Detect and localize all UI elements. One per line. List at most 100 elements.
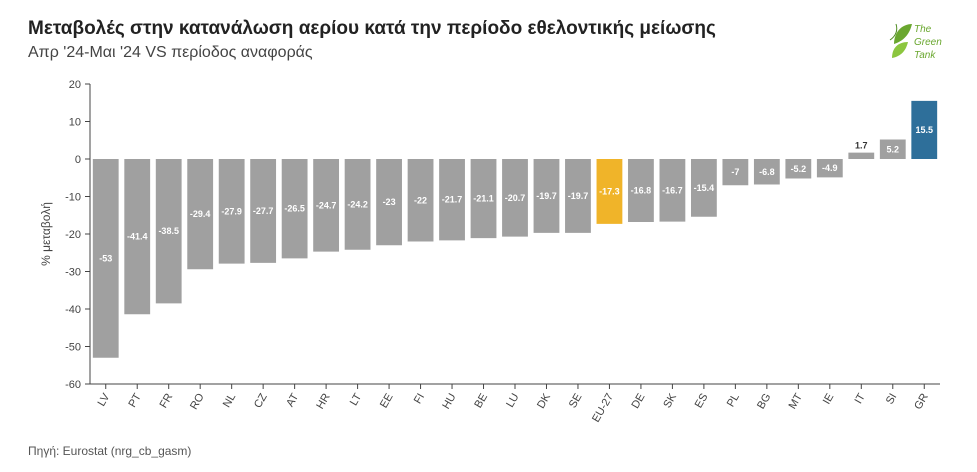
bars: -53 -41.4 -38.5 -29.4 -27.9 -27.7 -26.5 -24.7 -2… (92, 100, 938, 358)
data-label: -4.9 (822, 163, 838, 173)
y-axis: 20 10 0 -10 -20 -30 -40 -50 -60 (65, 79, 91, 391)
bar-ie (816, 159, 843, 178)
x-tick-label: NL (221, 392, 238, 410)
x-tick-label: ES (693, 392, 711, 411)
x-tick-label: PT (126, 391, 144, 409)
x-tick-label: MT (787, 391, 805, 411)
data-label: -26.5 (284, 204, 305, 214)
data-label: -6.8 (759, 167, 775, 177)
bar-hr (313, 159, 340, 252)
x-tick-label: LV (96, 391, 113, 409)
source-note: Πηγή: Eurostat (nrg_cb_gasm) (28, 444, 192, 458)
y-tick-label: -10 (65, 192, 81, 204)
data-label: -20.7 (505, 193, 526, 203)
data-label: -24.2 (347, 199, 368, 209)
bar-hu (439, 159, 465, 241)
bar-lt (344, 159, 371, 250)
bar-de (628, 159, 654, 222)
data-label: -27.9 (221, 206, 242, 216)
data-label: 5.2 (887, 144, 900, 154)
bar-ee (376, 159, 402, 246)
x-tick-label: SK (661, 391, 679, 410)
x-axis: LV PT FR RO NL CZ AT HR LT EE FI HU BE LU DK SE EU-27 DE S… (90, 383, 940, 425)
data-label: -29.4 (190, 209, 211, 219)
x-tick-label: LT (348, 391, 365, 408)
bar-bg (753, 159, 780, 185)
data-label: -19.7 (568, 191, 589, 201)
data-label: -21.7 (442, 195, 463, 205)
leaf-icon (889, 23, 912, 58)
bar-lu (502, 159, 528, 237)
bar-dk (533, 159, 560, 233)
bar-lv (92, 159, 119, 358)
bar-pt (124, 159, 151, 315)
x-tick-label: EU-27 (590, 392, 616, 425)
x-tick-label: FR (158, 391, 176, 410)
y-tick-label: 20 (69, 79, 81, 91)
data-label: -27.7 (253, 206, 274, 216)
data-label: -5.2 (791, 164, 807, 174)
y-tick-label: 0 (75, 154, 81, 166)
y-tick-label: -20 (65, 229, 81, 241)
x-tick-label: LU (504, 391, 521, 409)
data-label: -38.5 (158, 226, 179, 236)
bar-fr (155, 159, 182, 304)
data-label: 1.7 (855, 141, 868, 151)
bar-nl (218, 159, 245, 264)
data-label: -7 (731, 167, 739, 177)
svg-text:The: The (914, 24, 932, 35)
y-tick-label: -30 (65, 267, 81, 279)
data-label: -17.3 (599, 186, 620, 196)
data-label: -16.8 (631, 186, 652, 196)
bar-it (848, 152, 875, 159)
bar-be (470, 159, 497, 239)
data-label: 15.5 (915, 125, 933, 135)
bar-mt (785, 159, 812, 179)
x-tick-label: FI (412, 392, 427, 406)
green-tank-logo: The Green Tank (889, 23, 942, 61)
y-tick-label: -60 (65, 379, 81, 391)
svg-text:Tank: Tank (914, 50, 936, 61)
x-tick-label: IE (821, 392, 837, 407)
data-label: -16.7 (662, 185, 683, 195)
bar-sk (659, 159, 686, 222)
bar-cz (250, 159, 277, 263)
x-tick-label: BE (472, 392, 490, 411)
y-tick-label: 10 (69, 117, 81, 129)
y-axis-label: % μεταβολή (39, 202, 53, 266)
x-tick-label: EE (378, 392, 396, 411)
data-label: -23 (383, 197, 396, 207)
x-tick-label: HR (314, 391, 332, 411)
x-tick-label: DK (535, 391, 553, 411)
bar-es (690, 159, 717, 217)
x-tick-label: IT (853, 391, 868, 406)
data-label: -22 (414, 195, 427, 205)
svg-text:Green: Green (914, 37, 942, 48)
bar-si (879, 139, 906, 159)
bar-ro (187, 159, 214, 270)
x-tick-label: SE (567, 392, 585, 411)
x-tick-label: SI (884, 392, 900, 407)
data-label: -15.4 (694, 183, 715, 193)
data-label: -19.7 (536, 191, 557, 201)
x-tick-label: BG (755, 392, 773, 412)
bar-eu-27 (596, 159, 623, 224)
data-label: -21.1 (473, 194, 494, 204)
x-tick-label: CZ (252, 391, 270, 410)
x-tick-label: DE (629, 392, 647, 411)
x-tick-label: PL (725, 392, 742, 410)
x-tick-label: AT (284, 391, 301, 409)
data-label: -24.7 (316, 200, 337, 210)
x-tick-label: GR (912, 391, 931, 411)
bar-se (565, 159, 591, 233)
chart-title: Μεταβολές στην κατανάλωση αερίου κατά τη… (28, 18, 716, 39)
x-tick-label: HU (440, 391, 458, 411)
data-label: -41.4 (127, 232, 148, 242)
bar-pl (722, 159, 749, 186)
bar-gr (911, 100, 938, 159)
x-tick-label: RO (188, 391, 207, 412)
bar-fi (407, 159, 434, 242)
y-tick-label: -40 (65, 304, 81, 316)
y-tick-label: -50 (65, 342, 81, 354)
